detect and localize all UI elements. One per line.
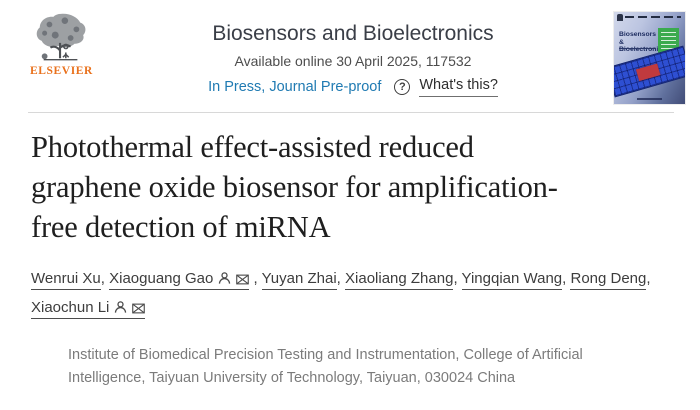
in-press-link[interactable]: In Press, Journal Pre-proof [208,78,382,95]
article-title: Photothermal effect-assisted reduced gra… [31,127,686,247]
author-separator: , [646,270,651,287]
author-name: Xiaochun Li [31,299,110,316]
author-link-xiaoliang-zhang[interactable]: Xiaoliang Zhang [345,270,454,290]
envelope-icon [236,274,250,285]
cover-title-rule [619,48,656,49]
author-name: Yingqian Wang [461,270,563,287]
person-icon [115,301,127,313]
affiliation-text: Institute of Biomedical Precision Testin… [68,347,583,386]
article-title-line3: free detection of miRNA [31,210,331,244]
author-link-xiaochun-li[interactable]: Xiaochun Li [31,299,146,319]
author-name: Xiaoliang Zhang [345,270,454,287]
author-link-xiaoguang-gao[interactable]: Xiaoguang Gao [109,270,250,290]
journal-banner: Biosensors and Bioelectronics Available … [162,21,544,97]
journal-cover-thumbnail[interactable]: Biosensors & Bioelectronics [614,12,685,104]
availability-text: Available online 30 April 2025, 117532 [234,53,472,69]
author-name: Xiaoguang Gao [109,270,214,287]
cover-journal-title: Biosensors & Bioelectronics [619,31,666,54]
cover-footer-text-line [637,98,662,100]
author-separator: , [100,270,110,287]
article-title-line1: Photothermal effect-assisted reduced [31,130,474,164]
elsevier-logo-link[interactable]: ELSEVIER [30,12,92,77]
cover-masthead-line [625,16,681,18]
cover-circuit-red-chip [635,63,661,82]
question-glyph: ? [399,80,406,93]
status-row: In Press, Journal Pre-proof ? What's thi… [162,76,544,97]
cover-elsevier-mark-icon [617,14,623,21]
article-title-line2: graphene oxide biosensor for amplificati… [31,170,558,204]
author-separator: , [453,270,462,287]
author-separator: , [336,270,346,287]
author-separator: , [249,270,262,287]
author-link-yingqian-wang[interactable]: Yingqian Wang [461,270,563,290]
author-link-yuyan-zhai[interactable]: Yuyan Zhai [261,270,337,290]
author-name: Wenrui Xu [31,270,101,287]
header-divider [28,112,674,113]
person-icon [219,272,231,284]
author-link-wenrui-xu[interactable]: Wenrui Xu [31,270,101,290]
journal-title-link[interactable]: Biosensors and Bioelectronics [212,22,494,45]
author-separator: , [562,270,571,287]
cover-title-line1: Biosensors & [619,31,657,46]
elsevier-wordmark: ELSEVIER [30,65,93,77]
elsevier-tree-icon [30,12,92,64]
envelope-icon [132,303,146,314]
author-name: Yuyan Zhai [261,270,337,287]
author-name: Rong Deng [570,270,647,287]
question-icon[interactable]: ? [394,78,411,95]
author-link-rong-deng[interactable]: Rong Deng [570,270,647,290]
author-list: Wenrui Xu, Xiaoguang Gao , Yuyan Zhai, X… [31,264,676,322]
cover-editors-text-lines [661,32,676,51]
whats-this-link[interactable]: What's this? [419,76,498,97]
cover-title-line2: Bioelectronics [619,46,666,53]
